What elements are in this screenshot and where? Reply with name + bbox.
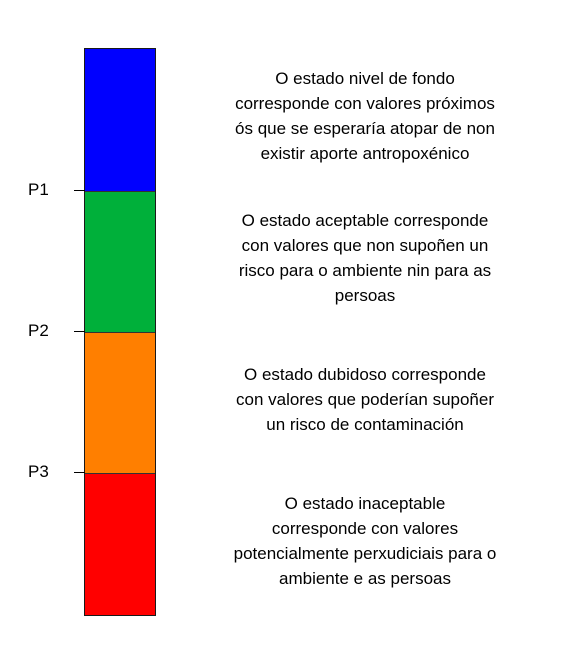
description-line: O estado inaceptable <box>284 494 446 513</box>
description-line: corresponde con valores <box>271 519 459 538</box>
description-line: existir aporte antropoxénico <box>260 144 470 163</box>
marker-p2-tick <box>74 331 85 332</box>
description-line: corresponde con valores próximos <box>235 94 495 113</box>
description-aceptable: O estado aceptable corresponde con valor… <box>180 208 550 308</box>
description-fondo: O estado nivel de fondo corresponde con … <box>180 66 550 166</box>
marker-p2: P2 <box>28 321 86 341</box>
description-line: O estado dubidoso corresponde <box>244 365 486 384</box>
description-line: con valores que non supoñen un <box>241 236 489 255</box>
description-line: con valores que poderían supoñer <box>235 390 494 409</box>
description-line: un risco de contaminación <box>266 415 464 434</box>
band-aceptable <box>85 191 155 332</box>
band-fondo <box>85 49 155 191</box>
description-line: risco para o ambiente nin para as <box>238 261 492 280</box>
marker-p2-label: P2 <box>28 321 49 340</box>
marker-p1-label: P1 <box>28 180 49 199</box>
description-dubidoso: O estado dubidoso corresponde con valore… <box>180 362 550 437</box>
marker-p3-label: P3 <box>28 462 49 481</box>
description-line: potencialmente perxudiciais para o <box>233 544 497 563</box>
description-line: ós que se esperaría atopar de non <box>235 119 495 138</box>
band-dubidoso <box>85 332 155 473</box>
marker-p3-tick <box>74 472 85 473</box>
marker-p3: P3 <box>28 462 86 482</box>
description-line: persoas <box>334 286 396 305</box>
description-line: ambiente e as persoas <box>279 569 451 588</box>
marker-p1: P1 <box>28 180 86 200</box>
description-inaceptable: O estado inaceptable corresponde con val… <box>180 491 550 591</box>
marker-p1-tick <box>74 190 85 191</box>
description-line: O estado aceptable corresponde <box>241 211 489 230</box>
description-line: O estado nivel de fondo <box>275 69 455 88</box>
color-scale-bar <box>84 48 156 616</box>
band-inaceptable <box>85 473 155 615</box>
